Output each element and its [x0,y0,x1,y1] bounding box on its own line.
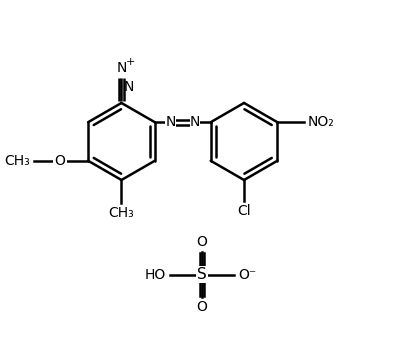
Text: CH₃: CH₃ [4,154,30,168]
Text: N: N [123,80,134,94]
Text: O: O [196,300,208,314]
Text: S: S [197,267,207,282]
Text: HO: HO [145,268,166,282]
Text: NO₂: NO₂ [307,115,334,129]
Text: N: N [116,61,127,75]
Text: Cl: Cl [237,204,251,218]
Text: O: O [55,154,66,168]
Text: N: N [165,115,176,129]
Text: O: O [196,235,208,249]
Text: O⁻: O⁻ [238,268,256,282]
Text: +: + [126,57,135,67]
Text: CH₃: CH₃ [108,206,134,220]
Text: N: N [190,115,200,129]
